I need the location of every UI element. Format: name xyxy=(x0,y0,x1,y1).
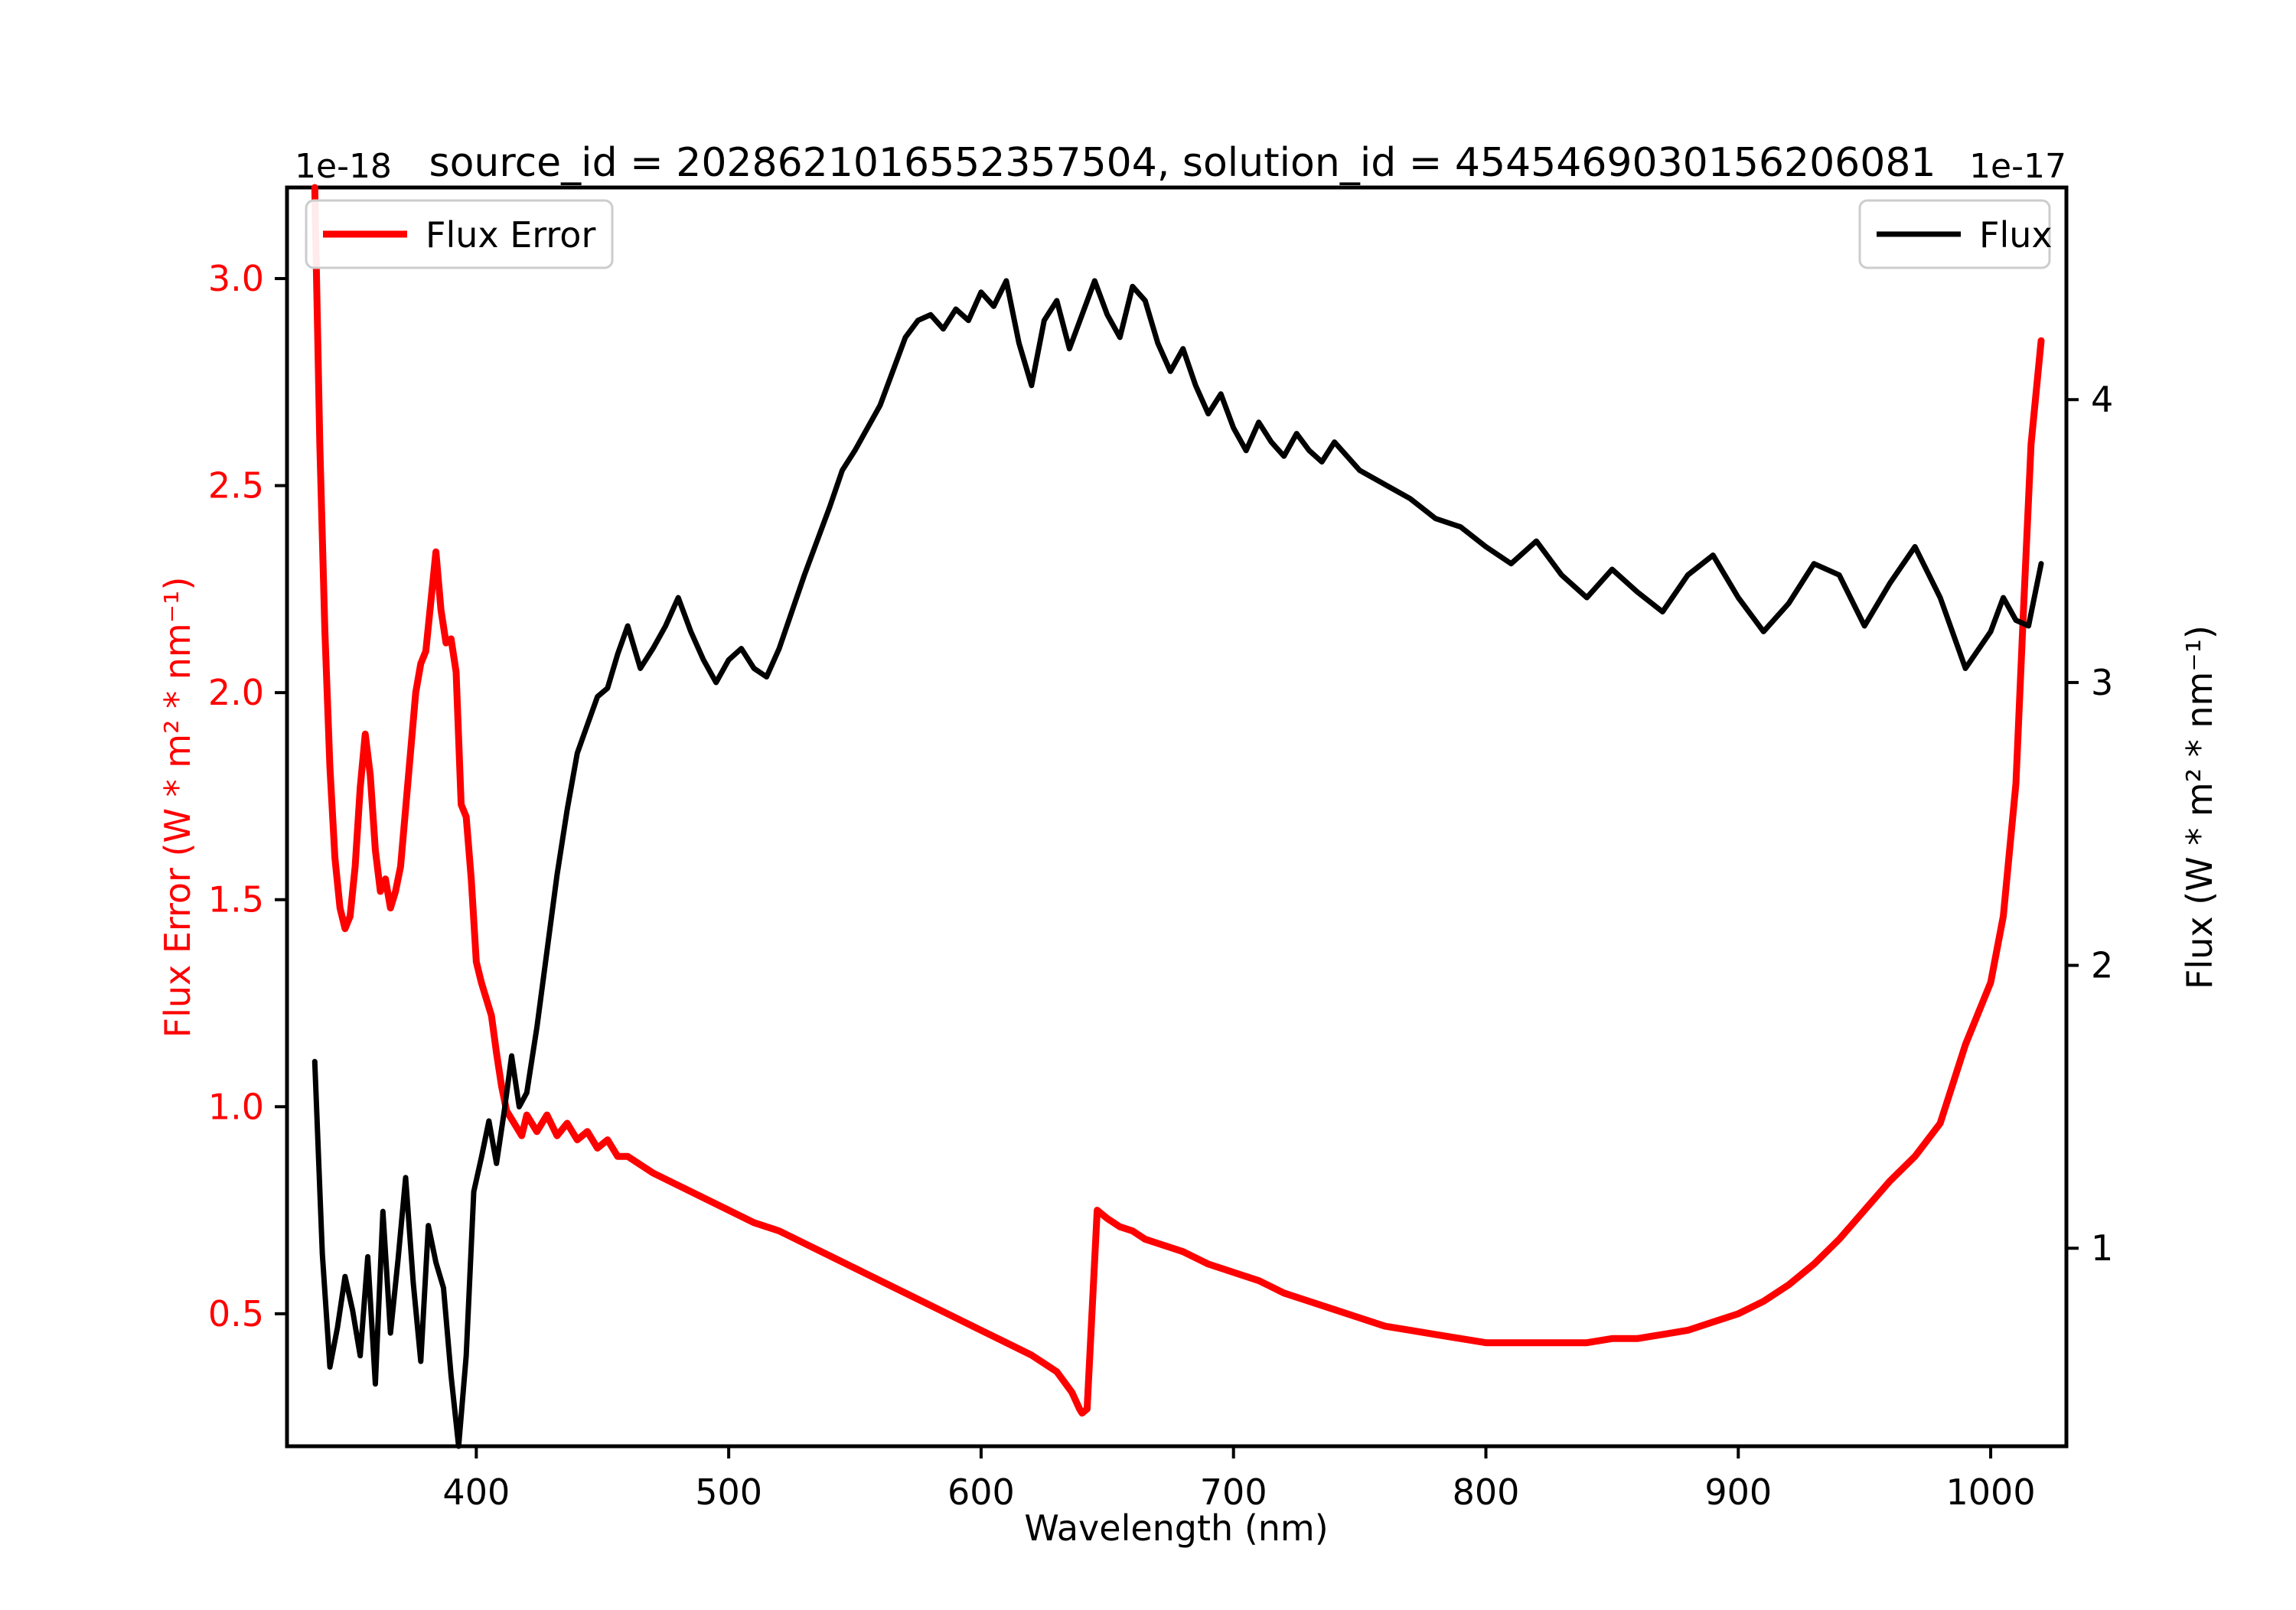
left-y-axis-title: Flux Error (W * m² * nm⁻¹) xyxy=(157,577,198,1038)
plot-frame xyxy=(285,185,2069,1449)
legend-flux-label: Flux xyxy=(1979,214,2053,256)
left-y-tick-label: 0.5 xyxy=(208,1293,264,1335)
legend-flux-error-box xyxy=(305,199,614,269)
plot-title: source_id = 2028621016552357504, solutio… xyxy=(429,140,1936,186)
x-tick-label: 1000 xyxy=(1946,1471,2036,1513)
left-y-tick-label: 2.5 xyxy=(208,465,264,507)
x-axis-ticks: 400 500 600 700 800 900 1000 xyxy=(442,1446,2036,1513)
series-flux-line xyxy=(311,278,2044,1449)
left-y-tick-label: 1.5 xyxy=(208,879,264,921)
right-y-tick-label: 1 xyxy=(2091,1227,2113,1269)
left-axis-offset-label: 1e-18 xyxy=(295,147,392,186)
series-flux-error-line xyxy=(311,184,2045,1417)
data-series-layer xyxy=(311,184,2045,1449)
right-y-axis-title: Flux (W * m² * nm⁻¹) xyxy=(2179,625,2220,989)
legend-flux[interactable]: Flux xyxy=(1858,199,2053,269)
left-y-tick-label: 1.0 xyxy=(208,1086,264,1127)
left-y-axis-ticks: 0.5 1.0 1.5 2.0 2.5 3.0 xyxy=(208,258,287,1335)
x-tick-label: 900 xyxy=(1704,1471,1772,1513)
x-axis-title: Wavelength (nm) xyxy=(1024,1507,1328,1549)
right-y-tick-label: 2 xyxy=(2091,945,2113,986)
x-tick-label: 600 xyxy=(947,1471,1015,1513)
x-tick-label: 400 xyxy=(442,1471,510,1513)
x-tick-label: 800 xyxy=(1453,1471,1520,1513)
left-y-tick-label: 2.0 xyxy=(208,672,264,713)
legend-flux-error-label: Flux Error xyxy=(426,214,595,256)
right-y-axis-ticks: 1 2 3 4 xyxy=(2066,379,2113,1269)
right-y-tick-label: 4 xyxy=(2091,379,2113,420)
x-tick-label: 500 xyxy=(695,1471,762,1513)
left-y-tick-label: 3.0 xyxy=(208,258,264,299)
legend-flux-error[interactable]: Flux Error xyxy=(305,199,614,269)
right-axis-offset-label: 1e-17 xyxy=(1969,147,2066,186)
x-tick-label: 700 xyxy=(1200,1471,1267,1513)
right-y-tick-label: 3 xyxy=(2091,662,2113,703)
